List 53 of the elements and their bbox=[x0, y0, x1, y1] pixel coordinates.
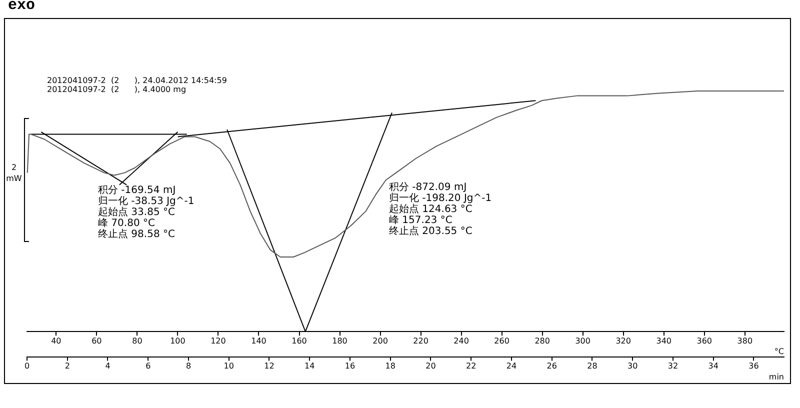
x-tick-label: 18 bbox=[385, 362, 396, 371]
x2-tick-label: 60 bbox=[92, 336, 102, 346]
x-tick-label: 2 bbox=[64, 362, 70, 371]
x-tick-label: 36 bbox=[748, 362, 759, 371]
x-tick-label: 16 bbox=[344, 362, 356, 371]
x-axis-title: min bbox=[768, 372, 784, 382]
annotation: 归一化 -198.20 Jg^-1 bbox=[389, 193, 492, 204]
annotation: 起始点 33.85 °C bbox=[98, 207, 175, 218]
x-tick-label: 28 bbox=[587, 362, 598, 371]
x-tick-label: 4 bbox=[105, 362, 110, 371]
x-tick-label: 30 bbox=[628, 362, 638, 371]
x-tick-label: 22 bbox=[466, 362, 476, 371]
x2-tick-label: 100 bbox=[170, 336, 186, 346]
x2-tick-label: 360 bbox=[696, 336, 712, 346]
x-tick-label: 14 bbox=[304, 362, 315, 371]
annotation: 终止点 203.55 °C bbox=[389, 226, 472, 237]
x2-tick-label: 280 bbox=[534, 336, 550, 346]
x2-tick-label: 240 bbox=[454, 336, 469, 346]
x-tick-label: 34 bbox=[708, 362, 718, 371]
annotation: 峰 70.80 °C bbox=[98, 218, 155, 229]
x2-tick-label: 140 bbox=[251, 336, 266, 346]
x2-tick-label: 220 bbox=[413, 336, 428, 346]
x-tick-label: 12 bbox=[264, 362, 274, 371]
x-tick-label: 24 bbox=[506, 362, 517, 371]
x2-tick-label: 320 bbox=[616, 336, 632, 346]
x2-tick-label: 160 bbox=[292, 336, 307, 346]
annotation: 积分 -169.54 mJ bbox=[98, 185, 176, 196]
annotation: 2012041097-2 (2 ), 4.4000 mg bbox=[47, 85, 186, 94]
text: exo bbox=[8, 0, 36, 14]
annotation: 积分 -872.09 mJ bbox=[389, 182, 467, 193]
x2-tick-label: 80 bbox=[132, 336, 142, 346]
annotation: 归一化 -38.53 Jg^-1 bbox=[98, 196, 194, 207]
x2-tick-label: 300 bbox=[575, 336, 590, 346]
x2-tick-label: 200 bbox=[372, 336, 388, 346]
x2-tick-label: 120 bbox=[210, 336, 226, 346]
x2-tick-label: 380 bbox=[737, 336, 753, 346]
x2-tick-label: 340 bbox=[656, 336, 672, 346]
x2-tick-label: 260 bbox=[494, 336, 510, 346]
x-tick-label: 0 bbox=[24, 362, 30, 371]
annotation: 峰 157.23 °C bbox=[389, 215, 452, 226]
annotation: 终止点 98.58 °C bbox=[98, 229, 175, 240]
annotation: 起始点 124.63 °C bbox=[389, 204, 472, 215]
x2-tick-label: 180 bbox=[332, 336, 348, 346]
x2-axis-title: °C bbox=[774, 347, 784, 356]
x-tick-label: 32 bbox=[668, 362, 678, 371]
x-tick-label: 8 bbox=[186, 362, 192, 371]
x-tick-label: 10 bbox=[224, 362, 234, 371]
x-tick-label: 20 bbox=[426, 362, 436, 371]
text: 2 mW bbox=[6, 162, 22, 184]
x-tick-label: 6 bbox=[146, 362, 151, 371]
text: 2012041097-2 (2 ), 24.04.2012 14:54:59 bbox=[47, 76, 227, 85]
x-tick-label: 26 bbox=[546, 362, 557, 371]
x2-tick-label: 40 bbox=[51, 336, 62, 346]
